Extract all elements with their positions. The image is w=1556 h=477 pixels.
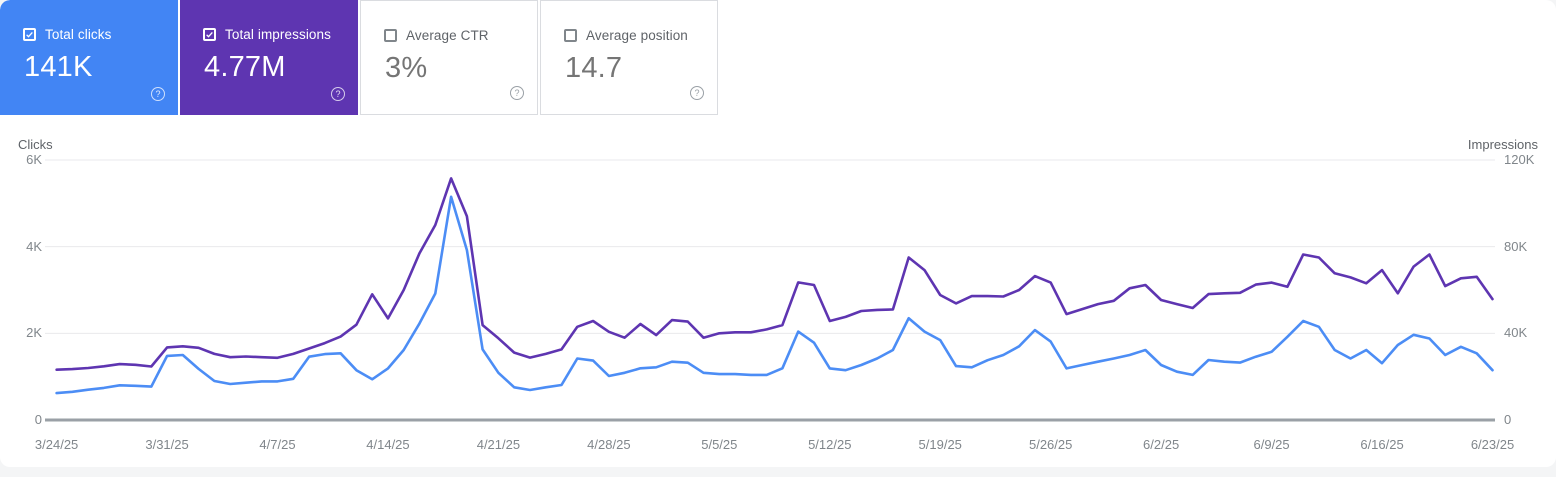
- x-tick-label: 5/5/25: [701, 437, 738, 452]
- x-tick-label: 4/21/25: [476, 437, 521, 452]
- right-axis-title: Impressions: [1467, 137, 1538, 152]
- total-clicks-checkbox[interactable]: [23, 28, 36, 41]
- card-label: Total impressions: [225, 27, 331, 42]
- clicks-line: [55, 195, 1494, 395]
- y-tick-label-left: 0: [34, 412, 42, 427]
- help-icon[interactable]: ?: [331, 87, 345, 101]
- metric-cards: Total clicks 141K ? Total impressions 4.…: [0, 0, 720, 115]
- average-position-checkbox[interactable]: [564, 29, 577, 42]
- average-ctr-checkbox[interactable]: [384, 29, 397, 42]
- checkmark-icon: [206, 31, 213, 38]
- card-total-impressions[interactable]: Total impressions 4.77M ?: [180, 0, 358, 115]
- x-tick-label: 5/19/25: [918, 437, 962, 452]
- x-tick-label: 6/2/25: [1143, 437, 1180, 452]
- x-tick-label: 4/7/25: [259, 437, 296, 452]
- x-tick-label: 6/23/25: [1470, 437, 1515, 452]
- checkmark-icon: [26, 31, 33, 38]
- card-label: Average position: [586, 28, 688, 43]
- x-tick-label: 4/14/25: [366, 437, 410, 452]
- card-label: Average CTR: [406, 28, 489, 43]
- total-impressions-checkbox[interactable]: [203, 28, 216, 41]
- help-icon[interactable]: ?: [690, 86, 704, 100]
- chart-canvas[interactable]: [0, 130, 1556, 467]
- x-tick-label: 6/9/25: [1253, 437, 1290, 452]
- y-tick-label-right: 80K: [1504, 238, 1528, 254]
- x-tick-label: 5/12/25: [808, 437, 852, 452]
- card-average-ctr[interactable]: Average CTR 3% ?: [360, 0, 538, 115]
- total-clicks-value: 141K: [24, 51, 93, 83]
- card-total-clicks[interactable]: Total clicks 141K ?: [0, 0, 178, 115]
- x-tick-label: 3/31/25: [145, 437, 189, 452]
- impressions-line: [55, 177, 1494, 371]
- y-tick-label-left: 4K: [26, 238, 42, 254]
- card-average-position[interactable]: Average position 14.7 ?: [540, 0, 718, 115]
- chart-hover-area[interactable]: [45, 160, 1495, 420]
- help-icon[interactable]: ?: [151, 87, 165, 101]
- performance-chart[interactable]: Clicks Impressions 0 0 2K 40K 4K 80K 6K 120K 3/2…: [0, 130, 1556, 467]
- y-tick-label-left: 2K: [26, 325, 42, 341]
- y-tick-label-left: 6K: [26, 152, 42, 167]
- y-tick-label-right: 120K: [1504, 152, 1535, 167]
- x-tick-label: 6/16/25: [1360, 437, 1404, 452]
- total-impressions-value: 4.77M: [204, 51, 286, 83]
- average-ctr-value: 3%: [385, 52, 428, 84]
- left-axis-title: Clicks: [18, 137, 53, 152]
- average-position-value: 14.7: [565, 52, 623, 84]
- x-tick-label: 3/24/25: [34, 437, 79, 452]
- y-tick-label-right: 0: [1504, 412, 1512, 427]
- x-tick-label: 4/28/25: [587, 437, 631, 452]
- help-icon[interactable]: ?: [510, 86, 524, 100]
- x-tick-label: 5/26/25: [1028, 437, 1073, 452]
- performance-panel: Total clicks 141K ? Total impressions 4.…: [0, 0, 1556, 467]
- card-label: Total clicks: [45, 27, 112, 42]
- y-tick-label-right: 40K: [1504, 325, 1528, 341]
